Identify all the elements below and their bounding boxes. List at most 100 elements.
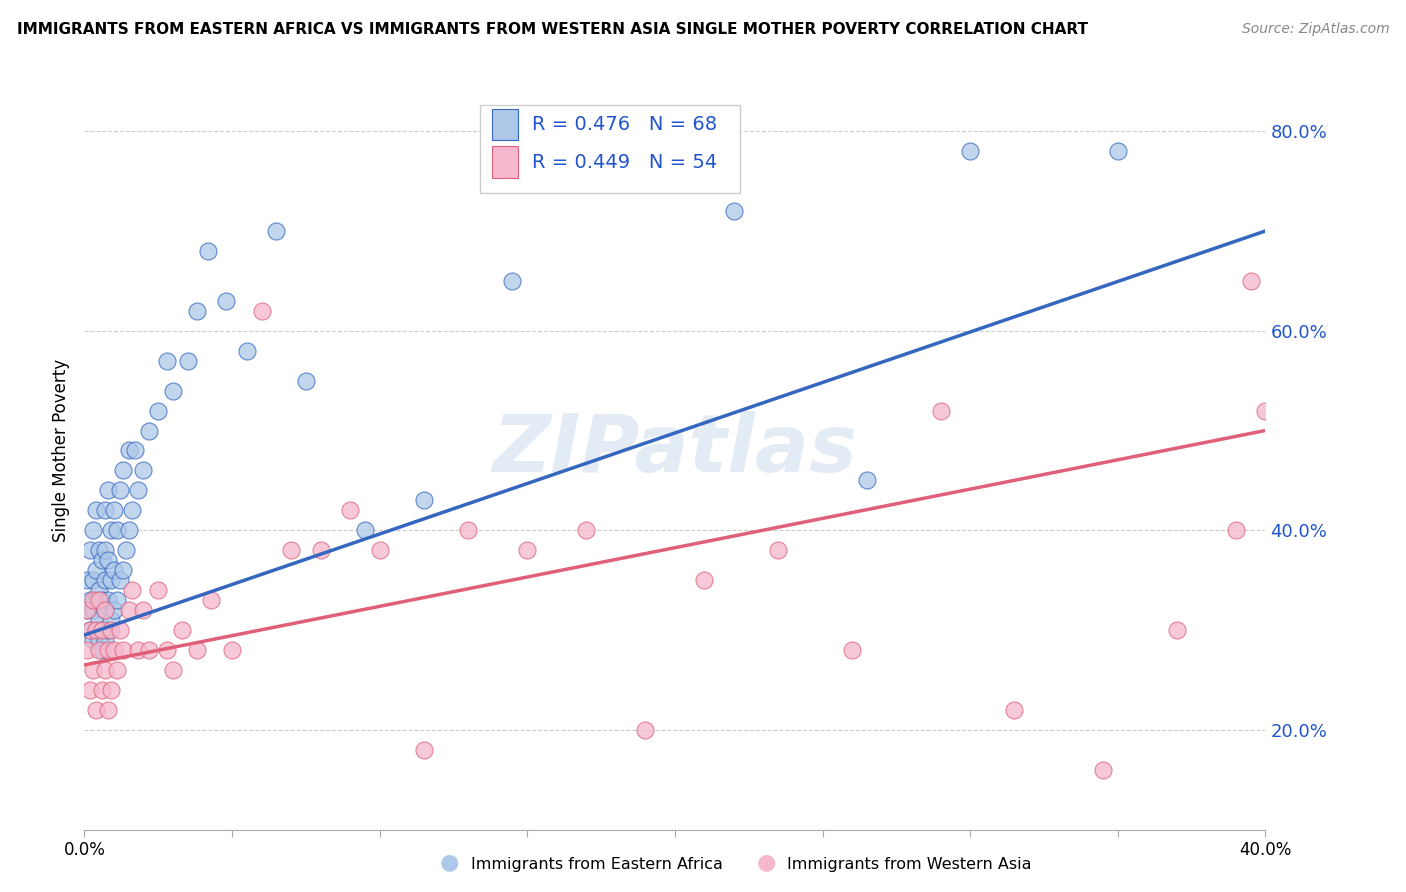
Point (79, 682, 101, 697)
Point (91, 682, 114, 697)
Point (94, 573, 117, 587)
Point (501, 274, 523, 288)
Point (79, 593, 101, 607)
Y-axis label: Single Mother Poverty: Single Mother Poverty (52, 359, 70, 542)
Text: R = 0.449   N = 54: R = 0.449 N = 54 (531, 153, 717, 172)
Text: Immigrants from Eastern Africa: Immigrants from Eastern Africa (471, 857, 723, 872)
Point (97, 553, 120, 567)
Point (148, 583, 170, 598)
Point (94, 543, 117, 558)
Point (354, 523, 377, 537)
Point (368, 543, 391, 558)
Point (91, 623, 114, 637)
Point (84, 703, 107, 717)
Point (516, 543, 538, 558)
Point (1166, 623, 1188, 637)
Point (97, 643, 120, 657)
Point (111, 563, 134, 577)
Point (591, 154, 613, 169)
Point (197, 244, 219, 258)
Point (84, 503, 107, 517)
Point (82, 593, 104, 607)
Point (97, 483, 120, 498)
Point (94, 603, 117, 617)
Point (100, 573, 122, 587)
Text: R = 0.476   N = 68: R = 0.476 N = 68 (531, 115, 717, 134)
Text: ●: ● (440, 853, 460, 872)
Point (100, 623, 122, 637)
FancyBboxPatch shape (492, 109, 517, 140)
Point (170, 623, 193, 637)
Point (82, 603, 104, 617)
Point (114, 543, 136, 558)
Point (103, 563, 125, 577)
Point (693, 573, 716, 587)
Point (108, 573, 131, 587)
Point (87, 593, 111, 607)
Point (87, 633, 111, 648)
Point (768, 543, 790, 558)
Point (111, 463, 134, 477)
Point (91, 593, 114, 607)
Point (94, 633, 117, 648)
Point (1092, 763, 1115, 777)
Point (87, 613, 111, 627)
Point (103, 643, 125, 657)
Text: IMMIGRANTS FROM EASTERN AFRICA VS IMMIGRANTS FROM WESTERN ASIA SINGLE MOTHER POV: IMMIGRANTS FROM EASTERN AFRICA VS IMMIGR… (17, 22, 1088, 37)
Point (100, 523, 122, 537)
Point (79, 543, 101, 558)
Point (100, 613, 122, 627)
Point (108, 623, 131, 637)
Point (413, 743, 436, 757)
Point (97, 703, 120, 717)
Point (76, 603, 98, 617)
Point (91, 643, 114, 657)
Point (186, 303, 208, 318)
Point (94, 663, 117, 677)
Point (82, 633, 104, 648)
Point (841, 643, 863, 657)
Point (124, 443, 146, 458)
Point (138, 643, 160, 657)
Point (1225, 523, 1247, 537)
Point (723, 204, 745, 219)
Text: ZIPatlas: ZIPatlas (492, 411, 858, 490)
Point (200, 593, 222, 607)
Point (1004, 703, 1026, 717)
FancyBboxPatch shape (479, 105, 740, 193)
Point (87, 643, 111, 657)
Point (221, 643, 243, 657)
Point (82, 523, 104, 537)
Point (84, 593, 107, 607)
Point (295, 374, 318, 388)
Point (236, 343, 259, 358)
Point (118, 603, 141, 617)
Point (177, 353, 200, 368)
Point (108, 483, 131, 498)
Point (156, 643, 179, 657)
Point (91, 553, 114, 567)
Point (84, 623, 107, 637)
Point (82, 573, 104, 587)
Point (309, 543, 332, 558)
Point (87, 543, 111, 558)
Point (97, 623, 120, 637)
Point (127, 483, 149, 498)
Point (79, 623, 101, 637)
Point (1107, 144, 1129, 158)
Point (127, 643, 149, 657)
Point (76, 603, 98, 617)
Point (79, 623, 101, 637)
Point (132, 463, 155, 477)
Point (76, 573, 98, 587)
Point (76, 643, 98, 657)
Point (84, 623, 107, 637)
Point (118, 523, 141, 537)
Point (339, 503, 361, 517)
Point (215, 293, 238, 308)
Point (162, 384, 184, 398)
Point (105, 663, 128, 677)
Text: Source: ZipAtlas.com: Source: ZipAtlas.com (1241, 22, 1389, 37)
Point (148, 403, 170, 417)
Point (82, 663, 104, 677)
